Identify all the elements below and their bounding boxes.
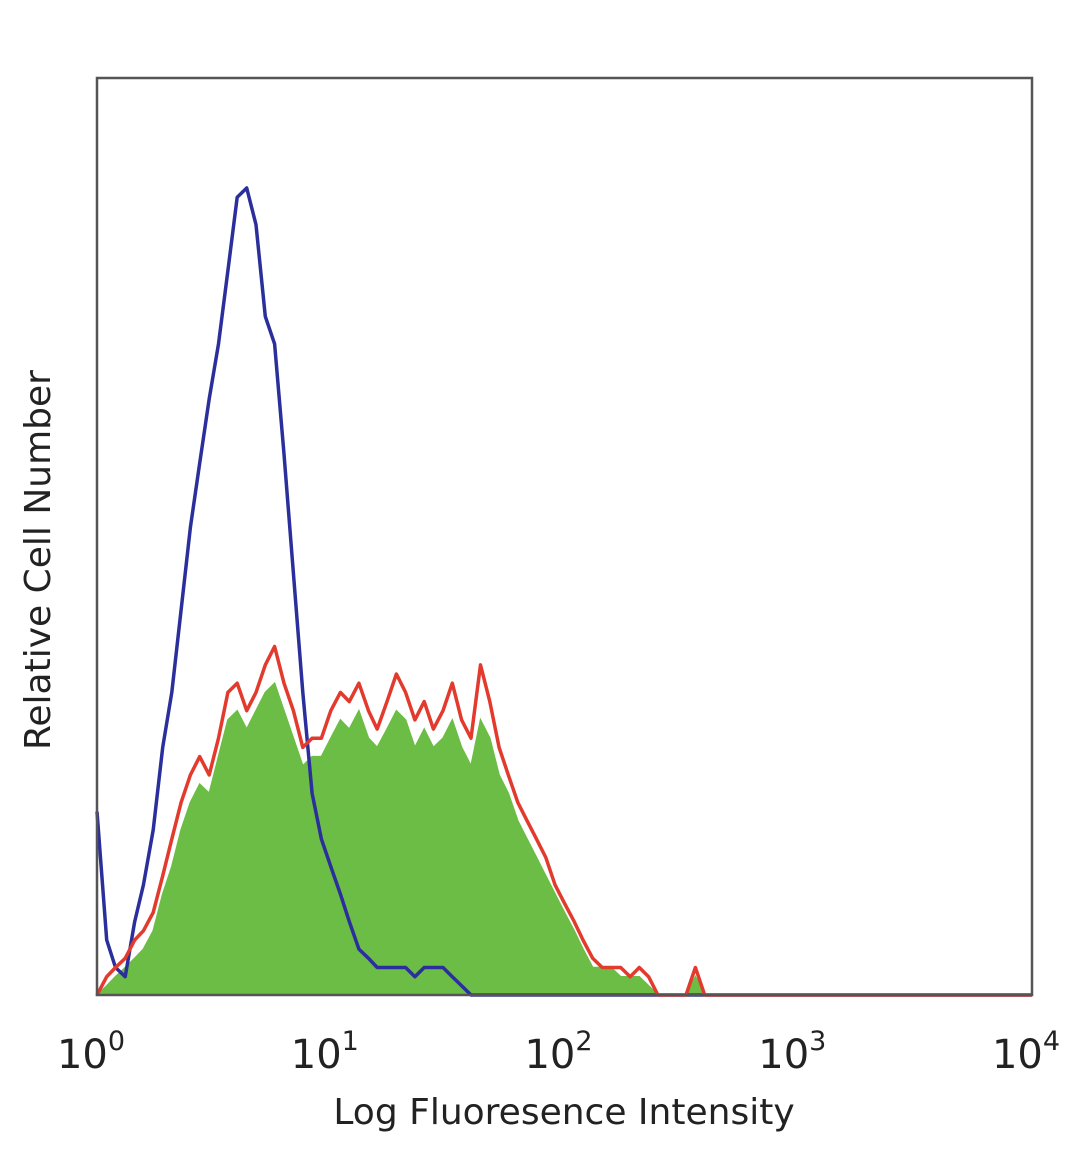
x-tick-label-1: 101	[291, 1026, 359, 1078]
plot-frame	[95, 76, 1034, 997]
histogram-series-0-outline	[95, 186, 1032, 997]
histogram-series-2-filled	[95, 681, 1032, 996]
x-tick-layer: 100 101 102 103 104	[57, 1026, 1060, 1078]
x-tick-label-3: 103	[758, 1026, 826, 1078]
series-layer	[95, 186, 1032, 997]
histogram-series-1-outline	[95, 644, 1032, 997]
x-tick-label-0: 100	[57, 1026, 125, 1078]
x-tick-label-2: 102	[524, 1026, 592, 1078]
y-axis-label: Relative Cell Number	[18, 370, 59, 750]
x-axis-label: Log Fluoresence Intensity	[333, 1092, 794, 1133]
x-tick-label-4: 104	[992, 1026, 1060, 1078]
